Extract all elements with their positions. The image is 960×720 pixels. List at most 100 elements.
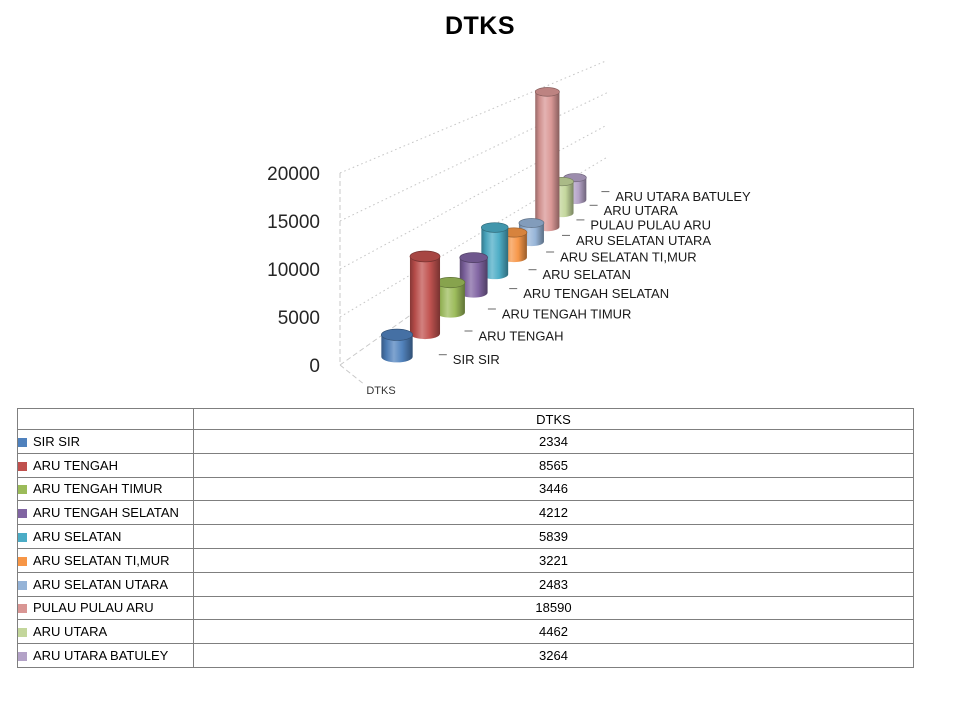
cylinder-bars xyxy=(380,87,587,363)
value-cell[interactable]: 18590 xyxy=(193,595,914,621)
cylinder-top xyxy=(459,252,488,263)
legend-cell[interactable]: PULAU PULAU ARU xyxy=(17,595,194,621)
y-tick-label: 20000 xyxy=(267,164,320,185)
legend-swatch xyxy=(18,533,27,543)
cylinder-top xyxy=(409,250,441,263)
value-cell[interactable]: 3221 xyxy=(193,547,914,573)
legend-cell[interactable]: ARU TENGAH TIMUR xyxy=(17,476,194,502)
table-row: ARU UTARA 4462 xyxy=(17,619,914,645)
category-label: ARU TENGAH SELATAN xyxy=(33,505,179,521)
bar-aru-tengah[interactable] xyxy=(409,250,441,340)
category-label: ARU UTARA xyxy=(33,624,108,640)
table-header-row: DTKS xyxy=(17,408,914,430)
category-axis-label: ARU TENGAH TIMUR xyxy=(502,307,632,322)
table-row: SIR SIR 2334 xyxy=(17,429,914,454)
value-cell[interactable]: 2483 xyxy=(193,571,914,597)
gridline-5000 xyxy=(339,156,608,318)
legend-swatch xyxy=(18,652,27,662)
legend-cell[interactable]: ARU UTARA xyxy=(17,619,194,645)
category-label: SIR SIR xyxy=(33,433,80,449)
legend-cell[interactable]: ARU UTARA BATULEY xyxy=(17,643,194,668)
value-cell[interactable]: 2334 xyxy=(193,429,914,454)
data-table: DTKS SIR SIR 2334 ARU TENGAH 8565 ARU TE… xyxy=(17,408,914,668)
cylinder-body xyxy=(481,227,509,280)
legend-swatch xyxy=(18,604,27,614)
category-label: ARU TENGAH xyxy=(33,457,118,473)
series-axis-label: DTKS xyxy=(366,385,395,397)
cylinder-top xyxy=(435,276,466,289)
value-cell[interactable]: 4462 xyxy=(193,619,914,645)
gridline-20000 xyxy=(339,60,608,174)
category-label: ARU SELATAN xyxy=(33,529,122,545)
category-axis-label: SIR SIR xyxy=(453,352,500,367)
cylinder-body xyxy=(381,334,413,363)
value-axis-labels: 0 5000 10000 15000 20000 xyxy=(267,164,320,377)
category-label: PULAU PULAU ARU xyxy=(33,600,154,616)
legend-swatch xyxy=(18,461,27,471)
category-axis-label: ARU SELATAN TI,MUR xyxy=(560,250,697,265)
legend-swatch xyxy=(18,628,27,638)
gridline-15000 xyxy=(339,92,608,222)
gridlines xyxy=(339,60,608,318)
cylinder-top xyxy=(380,328,414,341)
legend-swatch xyxy=(18,437,27,447)
bar-aru-tengah-selatan[interactable] xyxy=(459,252,488,298)
value-cell[interactable]: 5839 xyxy=(193,524,914,549)
cylinder-chart-canvas: 0 5000 10000 15000 20000 DTKS SIR SIR ARU TENGA… xyxy=(267,60,751,397)
category-axis-label: ARU UTARA xyxy=(604,203,678,218)
bar-pulau-pulau-aru[interactable] xyxy=(534,87,560,232)
table-header-cell[interactable]: DTKS xyxy=(193,408,914,430)
category-label: ARU SELATAN UTARA xyxy=(33,576,169,592)
cylinder-top xyxy=(534,87,560,97)
legend-cell[interactable]: SIR SIR xyxy=(17,429,194,454)
category-label: ARU SELATAN TI,MUR xyxy=(33,552,170,568)
table-row: ARU SELATAN UTARA 2483 xyxy=(17,571,914,597)
y-tick-label: 0 xyxy=(309,356,320,377)
legend-swatch xyxy=(18,485,27,495)
category-axis-label: ARU SELATAN xyxy=(543,267,631,282)
cylinder-top xyxy=(518,218,545,228)
bar-aru-tengah-timur[interactable] xyxy=(435,276,466,318)
table-row: ARU TENGAH TIMUR 3446 xyxy=(17,476,914,502)
category-axis-label: ARU TENGAH xyxy=(479,329,564,344)
category-label: ARU UTARA BATULEY xyxy=(33,648,169,664)
chart-title: DTKS xyxy=(444,12,516,40)
bar-aru-selatan[interactable] xyxy=(481,222,509,280)
cylinder-body xyxy=(535,91,560,232)
legend-cell[interactable]: ARU TENGAH xyxy=(17,452,194,478)
legend-cell[interactable]: ARU SELATAN TI,MUR xyxy=(17,547,194,573)
value-cell[interactable]: 8565 xyxy=(193,452,914,478)
category-axis-label: ARU SELATAN UTARA xyxy=(576,233,711,248)
floor-front-edge xyxy=(339,364,366,386)
category-axis-labels: SIR SIR ARU TENGAH ARU TENGAH TIMUR ARU TEN… xyxy=(438,189,751,367)
table-corner-empty xyxy=(17,408,194,430)
cylinder-body xyxy=(409,256,441,340)
legend-swatch xyxy=(18,556,27,566)
value-cell[interactable]: 4212 xyxy=(193,500,914,526)
legend-swatch xyxy=(18,509,27,519)
table-row: PULAU PULAU ARU 18590 xyxy=(17,595,914,621)
category-axis-label: PULAU PULAU ARU xyxy=(590,217,711,232)
value-cell[interactable]: 3264 xyxy=(193,643,914,668)
category-axis-label: ARU UTARA BATULEY xyxy=(615,189,751,204)
legend-cell[interactable]: ARU SELATAN UTARA xyxy=(17,571,194,597)
legend-swatch xyxy=(18,580,27,590)
category-axis-label: ARU TENGAH SELATAN xyxy=(523,286,669,301)
table-row: ARU SELATAN TI,MUR 3221 xyxy=(17,547,914,573)
table-row: ARU TENGAH 8565 xyxy=(17,452,914,478)
cylinder-body xyxy=(459,257,488,298)
y-tick-label: 5000 xyxy=(278,308,320,329)
bar-sir-sir[interactable] xyxy=(380,328,414,363)
cylinder-body xyxy=(436,282,465,318)
cylinder-top xyxy=(481,222,509,233)
legend-cell[interactable]: ARU TENGAH SELATAN xyxy=(17,500,194,526)
legend-cell[interactable]: ARU SELATAN xyxy=(17,524,194,549)
table-row: ARU UTARA BATULEY 3264 xyxy=(17,643,914,668)
y-tick-label: 10000 xyxy=(267,260,320,281)
category-label: ARU TENGAH TIMUR xyxy=(33,481,163,497)
table-row: ARU SELATAN 5839 xyxy=(17,524,914,549)
y-tick-label: 15000 xyxy=(267,212,320,233)
table-row: ARU TENGAH SELATAN 4212 xyxy=(17,500,914,526)
value-cell[interactable]: 3446 xyxy=(193,476,914,502)
